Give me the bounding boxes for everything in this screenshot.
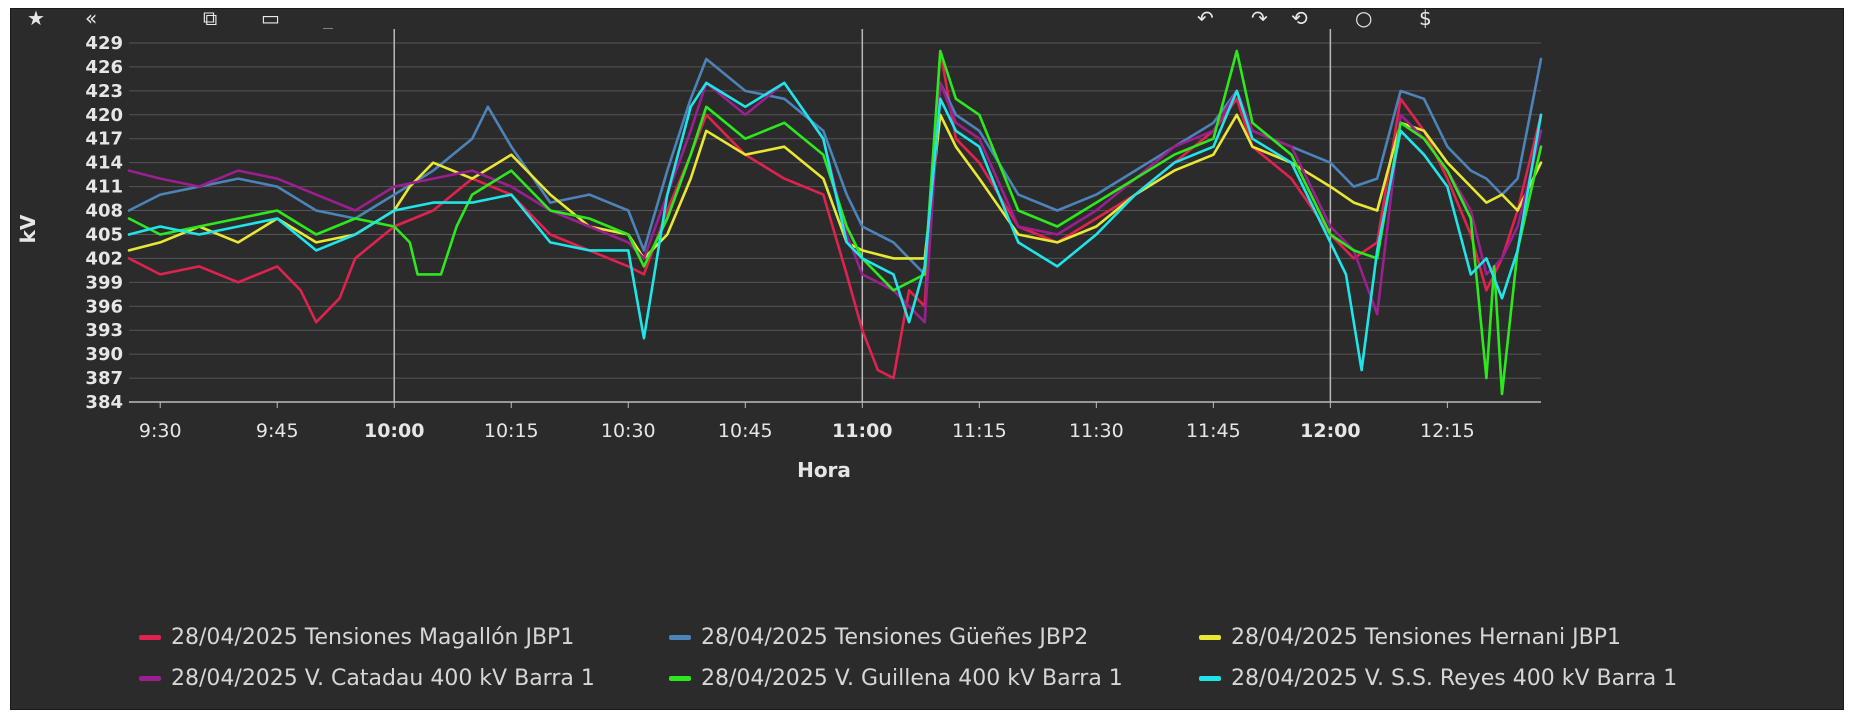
series-line-1 [127, 49, 1543, 380]
legend-label: 28/04/2025 Tensiones Hernani JBP1 [1231, 624, 1621, 650]
y-tick-label: 429 [85, 33, 123, 54]
y-tick-label: 423 [85, 81, 123, 102]
x-tick-label: 10:00 [364, 420, 424, 442]
x-tick-label: 10:30 [601, 420, 656, 442]
y-tick-label: 387 [85, 368, 123, 389]
legend-item[interactable]: 28/04/2025 Tensiones Hernani JBP1 [1199, 621, 1699, 653]
x-tick-label: 11:00 [832, 420, 892, 442]
legend-swatch [1199, 675, 1221, 681]
minimize-icon[interactable]: _ [323, 9, 333, 29]
y-tick-label: 411 [85, 177, 123, 198]
legend-item[interactable]: 28/04/2025 V. Catadau 400 kV Barra 1 [139, 662, 669, 694]
y-tick-label: 405 [85, 224, 123, 245]
x-tick-label: 11:30 [1069, 420, 1124, 442]
y-tick-label: 390 [85, 344, 123, 365]
x-tick-label: 12:00 [1300, 420, 1360, 442]
legend-item[interactable]: 28/04/2025 V. Guillena 400 kV Barra 1 [669, 662, 1199, 694]
redo-icon[interactable]: ↷ [1251, 9, 1268, 29]
legend-item[interactable]: 28/04/2025 Tensiones Güeñes JBP2 [669, 621, 1199, 653]
x-tick-label: 9:30 [139, 420, 182, 442]
legend-swatch [1199, 634, 1221, 640]
y-tick-label: 417 [85, 129, 123, 150]
y-tick-label: 408 [85, 201, 123, 222]
vertical-grid [393, 29, 1332, 402]
legend-label: 28/04/2025 Tensiones Güeñes JBP2 [701, 624, 1089, 650]
y-tick-label: 384 [85, 392, 123, 413]
x-tick-label: 11:45 [1186, 420, 1241, 442]
x-tick-label: 10:45 [718, 420, 773, 442]
star-icon[interactable]: ★ [27, 9, 45, 29]
x-tick-label: 10:15 [484, 420, 539, 442]
dollar-icon[interactable]: $ [1419, 9, 1432, 29]
legend-swatch [669, 675, 691, 681]
series-line-6 [127, 81, 1543, 372]
legend-swatch [669, 634, 691, 640]
series-line-2 [127, 57, 1543, 276]
series-lines [127, 49, 1543, 396]
undo-icon[interactable]: ↶ [1197, 9, 1214, 29]
copy-icon[interactable]: ⧉ [203, 9, 218, 29]
x-tick-label: 12:15 [1420, 420, 1475, 442]
legend-label: 28/04/2025 V. Catadau 400 kV Barra 1 [171, 665, 595, 691]
x-tick-label: 9:45 [256, 420, 299, 442]
y-axis-label: kV [16, 214, 40, 243]
series-line-4 [127, 81, 1543, 324]
series-line-3 [127, 113, 1543, 260]
y-tick-label: 426 [85, 57, 123, 78]
double-chevron-icon[interactable]: « [85, 9, 98, 29]
y-tick-label: 402 [85, 248, 123, 269]
save-icon[interactable]: ▭ [261, 9, 280, 29]
y-tick-label: 393 [85, 320, 123, 341]
legend-swatch [139, 634, 161, 640]
legend-label: 28/04/2025 V. S.S. Reyes 400 kV Barra 1 [1231, 665, 1678, 691]
sync-icon[interactable]: ○ [1355, 9, 1373, 29]
refresh-icon[interactable]: ⟲ [1291, 9, 1308, 29]
x-axis-label: Hora [797, 458, 851, 482]
y-tick-label: 396 [85, 296, 123, 317]
x-tick-label: 11:15 [952, 420, 1007, 442]
y-tick-label: 399 [85, 272, 123, 293]
y-tick-label: 420 [85, 105, 123, 126]
legend: 28/04/2025 Tensiones Magallón JBP1 28/04/… [139, 621, 1699, 697]
legend-swatch [139, 675, 161, 681]
legend-item[interactable]: 28/04/2025 Tensiones Magallón JBP1 [139, 621, 669, 653]
legend-item[interactable]: 28/04/2025 V. S.S. Reyes 400 kV Barra 1 [1199, 662, 1699, 694]
y-tick-label: 414 [85, 153, 123, 174]
toolbar: ★ « ⧉ ▭ _ ↶ ↷ ⟲ ○ $ [11, 9, 1843, 35]
legend-label: 28/04/2025 Tensiones Magallón JBP1 [171, 624, 575, 650]
legend-label: 28/04/2025 V. Guillena 400 kV Barra 1 [701, 665, 1123, 691]
chart-window: ★ « ⧉ ▭ _ ↶ ↷ ⟲ ○ $ 429 426 423 420 417 414 41… [10, 8, 1844, 710]
